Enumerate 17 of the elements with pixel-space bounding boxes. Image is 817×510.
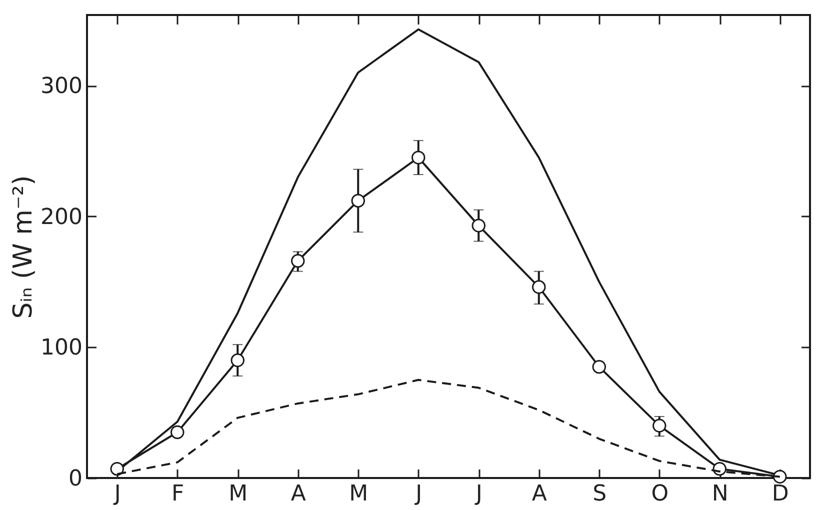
x-tick-label: A [532, 482, 547, 506]
x-tick-label: O [651, 482, 669, 506]
x-tick-label: M [349, 482, 368, 506]
x-tick-label: N [712, 482, 728, 506]
x-tick-label: S [592, 482, 607, 506]
y-tick-label: 0 [68, 466, 82, 492]
y-tick-label: 100 [40, 336, 82, 361]
x-tick-label: F [172, 482, 184, 506]
y-axis-title: Sᵢₙ (W m⁻²) [8, 175, 39, 319]
x-tick-label: D [772, 482, 789, 506]
y-tick-label: 200 [40, 204, 82, 230]
y-tick-label: 300 [40, 74, 82, 100]
x-tick-label: A [290, 482, 306, 506]
x-tick-label: J [112, 482, 121, 506]
x-tick-label: J [474, 482, 482, 506]
x-tick-label: J [414, 482, 422, 506]
x-tick-label: M [228, 482, 248, 506]
